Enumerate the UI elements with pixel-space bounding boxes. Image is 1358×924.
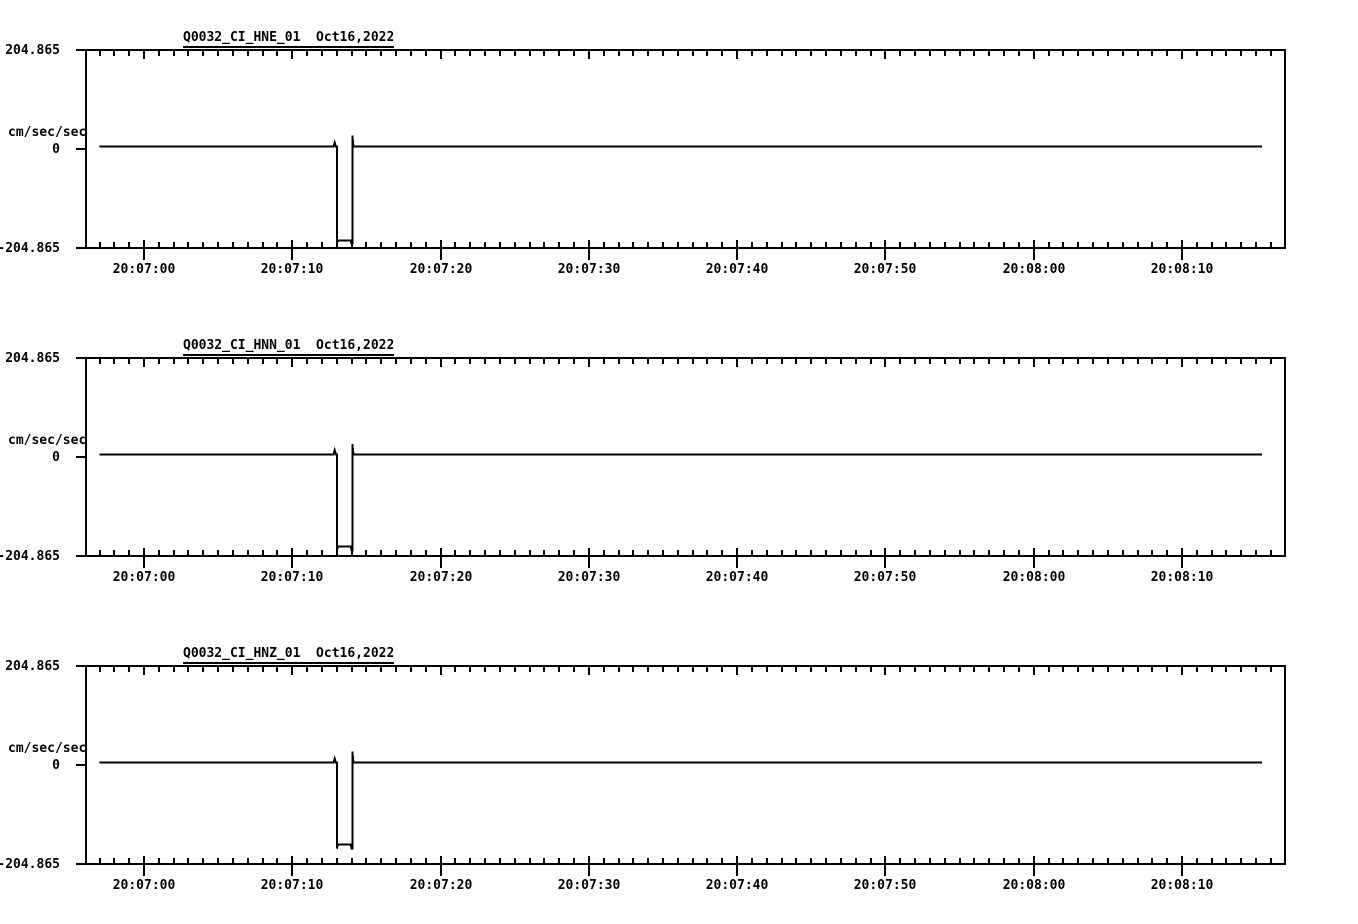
x-tick-label: 20:08:10	[1151, 570, 1214, 585]
x-tick-label: 20:08:00	[1003, 570, 1066, 585]
x-tick-label: 20:07:20	[410, 878, 473, 893]
y-tick-label: 204.865	[5, 351, 60, 366]
x-tick-label: 20:07:00	[113, 570, 176, 585]
y-tick-label: -204.865	[0, 241, 60, 256]
waveform-plot-hnz: 20:07:00 20:07:10 20:07:20 20:07:30 20:07:40…	[0, 659, 1286, 893]
y-axis-unit-label: cm/sec/sec	[8, 125, 86, 140]
y-axis-unit-label: cm/sec/sec	[8, 433, 86, 448]
y-tick-label: 0	[52, 758, 60, 773]
panel-title: Q0032_CI_HNN_01 Oct16,2022	[183, 339, 395, 356]
x-tick-label: 20:07:00	[113, 262, 176, 277]
x-tick-label: 20:07:10	[261, 262, 324, 277]
x-tick-label: 20:07:40	[706, 570, 769, 585]
plot-box	[85, 357, 1286, 557]
y-tick-label: 0	[52, 450, 60, 465]
panel-hnz: 20:07:00 20:07:10 20:07:20 20:07:30 20:07:40…	[0, 616, 1358, 924]
y-axis-unit-label: cm/sec/sec	[8, 741, 86, 756]
x-tick-label: 20:07:40	[706, 262, 769, 277]
panel-title: Q0032_CI_HNZ_01 Oct16,2022	[183, 647, 395, 664]
x-tick-label: 20:08:00	[1003, 878, 1066, 893]
waveform-plot-hne: 20:07:00 20:07:10 20:07:20 20:07:30 20:07:40…	[0, 43, 1286, 277]
x-tick-label: 20:07:30	[558, 262, 621, 277]
x-tick-label: 20:08:10	[1151, 262, 1214, 277]
panel-title: Q0032_CI_HNE_01 Oct16,2022	[183, 31, 395, 48]
waveform-plot-hnn: 20:07:00 20:07:10 20:07:20 20:07:30 20:07:40…	[0, 351, 1286, 585]
x-tick-label: 20:07:30	[558, 570, 621, 585]
x-tick-label: 20:07:50	[854, 570, 917, 585]
waveform-trace	[99, 751, 1263, 850]
waveform-trace	[99, 135, 1263, 245]
plot-box	[85, 49, 1286, 249]
y-tick-label: -204.865	[0, 549, 60, 564]
panel-hnn: 20:07:00 20:07:10 20:07:20 20:07:30 20:07:40…	[0, 308, 1358, 616]
x-tick-label: 20:07:10	[261, 570, 324, 585]
plot-box	[85, 665, 1286, 865]
x-tick-label: 20:08:10	[1151, 878, 1214, 893]
y-tick-label: 0	[52, 142, 60, 157]
y-tick-label: -204.865	[0, 857, 60, 872]
panel-hne: 20:07:00 20:07:10 20:07:20 20:07:30 20:07:40…	[0, 0, 1358, 308]
x-tick-label: 20:07:00	[113, 878, 176, 893]
x-tick-label: 20:08:00	[1003, 262, 1066, 277]
x-tick-label: 20:07:20	[410, 262, 473, 277]
x-tick-label: 20:07:30	[558, 878, 621, 893]
x-tick-label: 20:07:40	[706, 878, 769, 893]
x-tick-label: 20:07:50	[854, 262, 917, 277]
x-tick-label: 20:07:10	[261, 878, 324, 893]
x-tick-label: 20:07:20	[410, 570, 473, 585]
y-tick-label: 204.865	[5, 43, 60, 58]
waveform-trace	[99, 443, 1263, 552]
y-tick-label: 204.865	[5, 659, 60, 674]
x-tick-label: 20:07:50	[854, 878, 917, 893]
